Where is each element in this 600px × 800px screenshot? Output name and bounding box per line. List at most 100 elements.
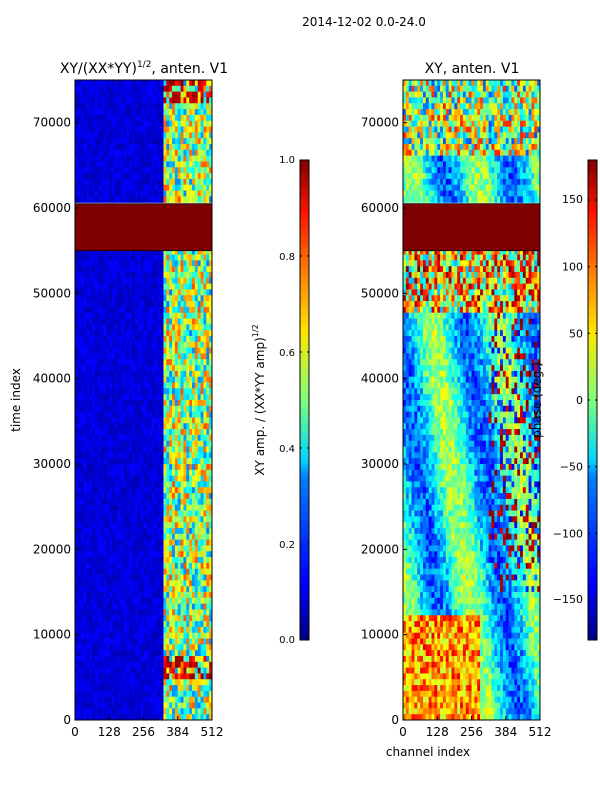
heatmap-cell — [180, 481, 185, 488]
heatmap-cell — [75, 510, 79, 517]
heatmap-cell — [166, 114, 170, 122]
heatmap-cell — [92, 557, 96, 564]
heatmap-cell — [94, 423, 99, 430]
heatmap-cell — [174, 545, 179, 552]
heatmap-cell — [100, 155, 105, 163]
heatmap-cell — [86, 417, 90, 424]
heatmap-cell — [109, 254, 113, 261]
heatmap-cell — [143, 266, 147, 273]
heatmap-cell — [114, 475, 119, 483]
heatmap-cell — [206, 126, 210, 133]
heatmap-cell — [106, 522, 110, 529]
heatmap-cell — [192, 714, 196, 720]
heatmap-cell — [129, 597, 133, 605]
heatmap-cell — [132, 452, 136, 459]
heatmap-cell — [140, 312, 145, 320]
heatmap-cell — [152, 318, 156, 325]
heatmap-cell — [117, 434, 122, 442]
heatmap-cell — [177, 382, 182, 389]
heatmap-cell — [83, 661, 88, 669]
heatmap-cell — [129, 388, 133, 395]
heatmap-cell — [83, 516, 88, 523]
heatmap-cell — [94, 493, 99, 500]
heatmap-cell — [77, 702, 82, 709]
heatmap-cell — [174, 365, 179, 372]
heatmap-cell — [89, 714, 93, 720]
heatmap-cell — [200, 586, 205, 593]
heatmap-cell — [77, 167, 82, 174]
heatmap-cell — [157, 557, 162, 564]
heatmap-cell — [129, 487, 133, 494]
heatmap-cell — [186, 487, 190, 494]
heatmap-cell — [183, 551, 187, 558]
heatmap-cell — [129, 429, 133, 436]
heatmap-cell — [160, 475, 165, 483]
heatmap-cell — [169, 528, 173, 535]
heatmap-cell — [160, 149, 165, 157]
heatmap-cell — [117, 440, 122, 448]
heatmap-cell — [114, 178, 119, 186]
heatmap-cell — [189, 504, 193, 512]
heatmap-cell — [114, 196, 119, 203]
heatmap-cell — [134, 656, 139, 663]
heatmap-cell — [117, 184, 122, 192]
heatmap-cell — [183, 597, 187, 605]
heatmap-cell — [94, 359, 99, 366]
heatmap-cell — [160, 196, 165, 203]
heatmap-cell — [203, 452, 207, 459]
heatmap-cell — [117, 551, 122, 558]
heatmap-cell — [186, 714, 190, 720]
heatmap-cell — [97, 656, 102, 663]
heatmap-cell — [137, 533, 142, 541]
heatmap-cell — [194, 545, 199, 552]
heatmap-cell — [157, 318, 162, 325]
heatmap-cell — [197, 190, 202, 197]
heatmap-cell — [163, 295, 167, 302]
heatmap-cell — [203, 656, 207, 663]
heatmap-cell — [126, 272, 130, 279]
heatmap-cell — [114, 562, 119, 570]
heatmap-cell — [169, 603, 173, 611]
heatmap-cell — [154, 429, 159, 436]
heatmap-cell — [194, 394, 199, 401]
heatmap-cell — [132, 714, 136, 720]
heatmap-cell — [166, 161, 170, 168]
heatmap-cell — [109, 626, 113, 634]
heatmap-cell — [103, 434, 107, 442]
heatmap-cell — [169, 498, 173, 506]
heatmap-cell — [200, 167, 205, 174]
heatmap-cell — [192, 411, 196, 419]
heatmap-cell — [92, 167, 96, 174]
heatmap-cell — [143, 260, 147, 267]
heatmap-cell — [109, 498, 113, 506]
heatmap-cell — [134, 696, 139, 704]
heatmap-cell — [177, 679, 182, 686]
heatmap-cell — [174, 516, 179, 523]
heatmap-cell — [129, 144, 133, 151]
heatmap-cell — [172, 405, 176, 413]
heatmap-cell — [209, 266, 212, 273]
heatmap-cell — [143, 504, 147, 512]
heatmap-cell — [86, 365, 90, 372]
heatmap-cell — [86, 452, 90, 459]
heatmap-cell — [209, 138, 212, 145]
heatmap-cell — [192, 661, 196, 669]
heatmap-cell — [174, 161, 179, 168]
heatmap-cell — [200, 388, 205, 395]
heatmap-cell — [112, 149, 116, 157]
heatmap-cell — [97, 516, 102, 523]
heatmap-cell — [154, 597, 159, 605]
heatmap-cell — [106, 533, 110, 541]
heatmap-cell — [80, 487, 85, 494]
heatmap-cell — [140, 266, 145, 273]
heatmap-cell — [197, 254, 202, 261]
heatmap-cell — [146, 341, 150, 349]
heatmap-cell — [86, 330, 90, 337]
heatmap-cell — [120, 400, 125, 407]
heatmap-cell — [200, 545, 205, 552]
heatmap-cell — [192, 382, 196, 389]
heatmap-cell — [80, 114, 85, 122]
heatmap-cell — [132, 103, 136, 110]
heatmap-cell — [157, 574, 162, 581]
heatmap-cell — [157, 661, 162, 669]
